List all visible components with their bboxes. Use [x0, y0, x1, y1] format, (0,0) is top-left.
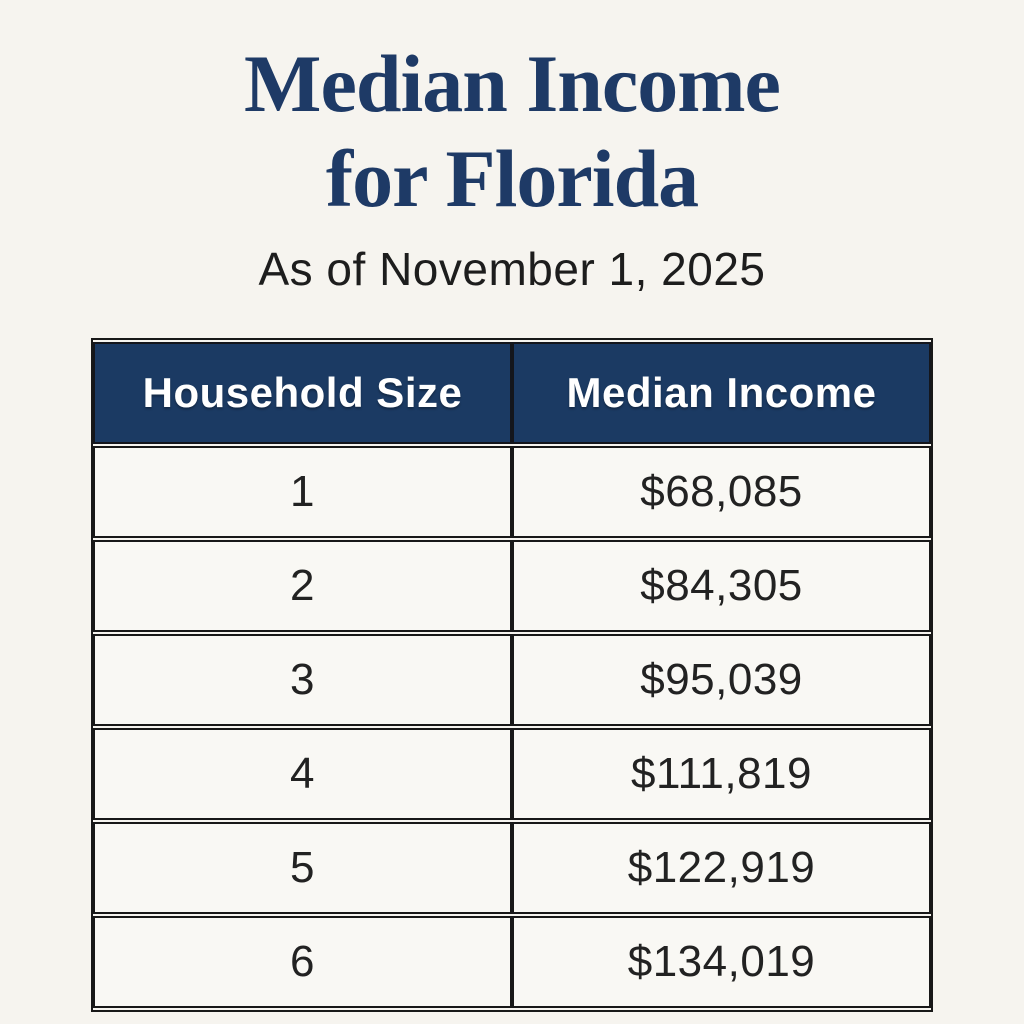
household-size-cell: 1 — [93, 446, 512, 539]
income-table-body: 1 $68,085 2 $84,305 3 $95,039 4 $111,819… — [93, 446, 931, 1009]
page-title: Median Income for Florida — [244, 38, 781, 225]
household-size-cell: 6 — [93, 916, 512, 1009]
table-row: 1 $68,085 — [93, 446, 931, 539]
median-income-cell: $122,919 — [512, 822, 931, 915]
household-size-cell: 2 — [93, 540, 512, 633]
income-table-header: Household Size Median Income — [93, 342, 931, 445]
table-row: 3 $95,039 — [93, 634, 931, 727]
header-row: Household Size Median Income — [93, 342, 931, 445]
table-row: 4 $111,819 — [93, 728, 931, 821]
median-income-cell: $68,085 — [512, 446, 931, 539]
table-row: 6 $134,019 — [93, 916, 931, 1009]
page-subtitle: As of November 1, 2025 — [258, 243, 766, 296]
col-header-median-income: Median Income — [512, 342, 931, 445]
median-income-cell: $111,819 — [512, 728, 931, 821]
col-header-household-size: Household Size — [93, 342, 512, 445]
household-size-cell: 3 — [93, 634, 512, 727]
household-size-cell: 5 — [93, 822, 512, 915]
table-row: 2 $84,305 — [93, 540, 931, 633]
household-size-cell: 4 — [93, 728, 512, 821]
median-income-cell: $134,019 — [512, 916, 931, 1009]
table-row: 5 $122,919 — [93, 822, 931, 915]
median-income-cell: $84,305 — [512, 540, 931, 633]
median-income-cell: $95,039 — [512, 634, 931, 727]
income-table: Household Size Median Income 1 $68,085 2… — [91, 338, 933, 1013]
